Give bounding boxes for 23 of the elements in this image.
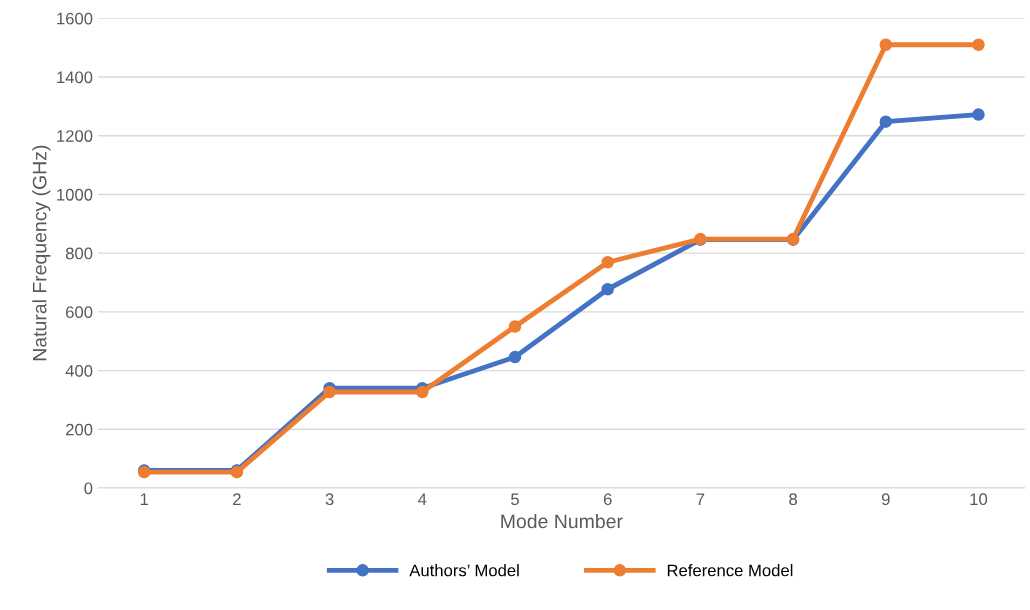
y-tick-label: 200 bbox=[66, 423, 93, 436]
x-tick-label: 4 bbox=[418, 493, 427, 505]
x-tick-label: 10 bbox=[970, 493, 988, 506]
y-tick-label: 800 bbox=[65, 247, 93, 260]
x-axis-title: Mode Number bbox=[501, 513, 623, 529]
x-tick-label: 2 bbox=[233, 493, 241, 505]
x-tick-label: 1 bbox=[140, 493, 149, 505]
x-tick-label: 3 bbox=[325, 493, 334, 506]
legend-label: Authors’ Model bbox=[409, 564, 519, 577]
y-tick-label: 1600 bbox=[57, 12, 93, 25]
x-tick-label: 9 bbox=[881, 493, 890, 506]
x-tick-label: 7 bbox=[696, 493, 705, 505]
y-tick-label: 1200 bbox=[57, 130, 93, 142]
x-tick-label: 5 bbox=[511, 493, 519, 506]
y-tick-label: 1000 bbox=[57, 188, 93, 201]
y-tick-label: 600 bbox=[66, 306, 93, 319]
y-axis-title: Natural Frequency (GHz) bbox=[32, 145, 51, 361]
y-tick-label: 0 bbox=[84, 482, 93, 495]
legend-label: Reference Model bbox=[667, 564, 793, 577]
y-tick-label: 1400 bbox=[57, 71, 93, 84]
x-tick-label: 8 bbox=[789, 493, 798, 506]
x-tick-label: 6 bbox=[603, 493, 612, 506]
y-tick-label: 400 bbox=[65, 364, 93, 377]
